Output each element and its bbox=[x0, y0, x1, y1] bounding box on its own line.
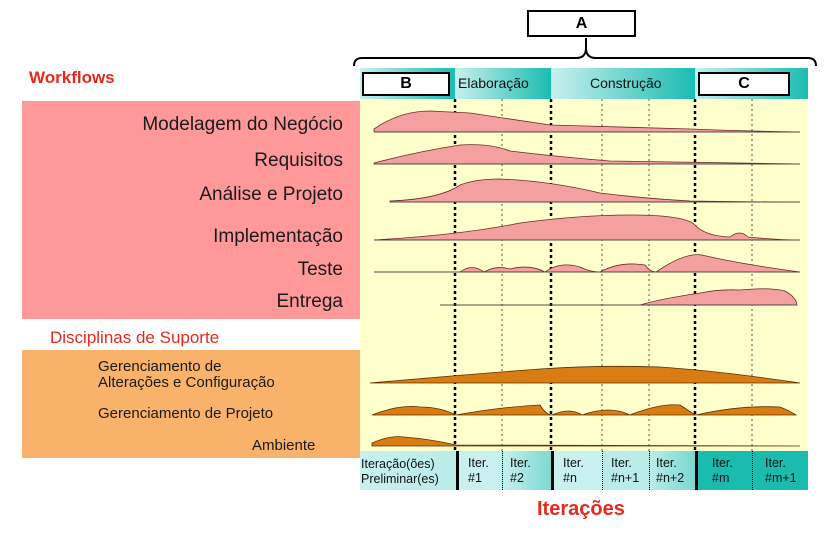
iteration-label-line1: Iter. bbox=[712, 456, 733, 470]
workflow-label-analysis-design: Análise e Projeto bbox=[199, 184, 343, 205]
activity-chart bbox=[360, 99, 808, 451]
iteration-label-line2: #m+1 bbox=[765, 471, 797, 485]
curve-test bbox=[374, 254, 801, 273]
workflows-title: Workflows bbox=[29, 68, 115, 87]
iteration-cell-n-plus-1[interactable]: Iter. #n+1 bbox=[602, 451, 649, 490]
iteration-label-line1: Iter. bbox=[510, 456, 531, 470]
iteration-label-line2: Preliminar(es) bbox=[361, 472, 439, 486]
iteration-label-line1: Iter. bbox=[468, 456, 489, 470]
curve-config-management bbox=[369, 365, 801, 384]
iteration-row: Iteração(ões) Preliminar(es) Iter. #1 It… bbox=[360, 451, 808, 490]
support-panel bbox=[22, 350, 360, 458]
iteration-cell-2[interactable]: Iter. #2 bbox=[502, 451, 551, 490]
iteration-label-line1: Iter. bbox=[611, 456, 632, 470]
workflow-label-requirements: Requisitos bbox=[254, 150, 343, 171]
phase-header: B Elaboração Construção C bbox=[360, 68, 808, 99]
iterations-title: Iterações bbox=[537, 498, 625, 520]
iteration-cell-n-plus-2[interactable]: Iter. #n+2 bbox=[649, 451, 695, 490]
workflows-panel bbox=[22, 101, 360, 319]
iteration-label-line2: #n+2 bbox=[656, 471, 685, 485]
iteration-cell-preliminary[interactable]: Iteração(ões) Preliminar(es) bbox=[360, 451, 456, 490]
phase-elaboration-label: Elaboração bbox=[458, 75, 529, 91]
support-label-environment: Ambiente bbox=[252, 437, 316, 454]
support-label-config-line2: Alterações e Configuração bbox=[98, 374, 275, 391]
iteration-cell-m-plus-1[interactable]: Iter. #m+1 bbox=[752, 451, 808, 490]
phase-box-b: B bbox=[362, 72, 450, 96]
iteration-label-line2: #n bbox=[563, 471, 577, 485]
iteration-label-line2: #1 bbox=[468, 471, 482, 485]
workflow-label-business-modeling: Modelagem do Negócio bbox=[142, 114, 343, 135]
curve-project-management bbox=[371, 404, 798, 416]
bracket-label-a: A bbox=[527, 10, 636, 37]
iteration-cell-n[interactable]: Iter. #n bbox=[551, 451, 602, 490]
workflow-label-implementation: Implementação bbox=[213, 226, 343, 247]
curve-analysis-design bbox=[389, 178, 801, 203]
iteration-cell-m[interactable]: Iter. #m bbox=[695, 451, 752, 490]
phase-elaboration-bg bbox=[455, 68, 551, 99]
iteration-label-line1: Iteração(ões) bbox=[361, 457, 435, 471]
curve-deployment bbox=[440, 288, 798, 306]
phase-construction-bg bbox=[551, 68, 695, 99]
iteration-label-line1: Iter. bbox=[765, 456, 786, 470]
iteration-label-line1: Iter. bbox=[563, 456, 584, 470]
curve-implementation bbox=[373, 214, 801, 241]
phase-construction-label: Construção bbox=[590, 75, 662, 91]
iteration-label-line2: #2 bbox=[510, 471, 524, 485]
iteration-label-line1: Iter. bbox=[656, 456, 677, 470]
workflow-label-deployment: Entrega bbox=[276, 291, 343, 312]
iteration-label-line2: #m bbox=[712, 471, 730, 485]
support-title: Disciplinas de Suporte bbox=[50, 328, 220, 347]
iteration-label-line2: #n+1 bbox=[611, 471, 640, 485]
curve-environment bbox=[371, 436, 801, 447]
curve-business-modeling bbox=[373, 110, 801, 133]
iteration-cell-1[interactable]: Iter. #1 bbox=[456, 451, 502, 490]
top-bracket bbox=[353, 38, 817, 67]
curve-requirements bbox=[373, 144, 801, 165]
support-label-config-line1: Gerenciamento de bbox=[98, 358, 222, 375]
support-label-project: Gerenciamento de Projeto bbox=[98, 405, 274, 422]
workflow-label-test: Teste bbox=[297, 259, 343, 280]
phase-box-c: C bbox=[698, 72, 790, 96]
